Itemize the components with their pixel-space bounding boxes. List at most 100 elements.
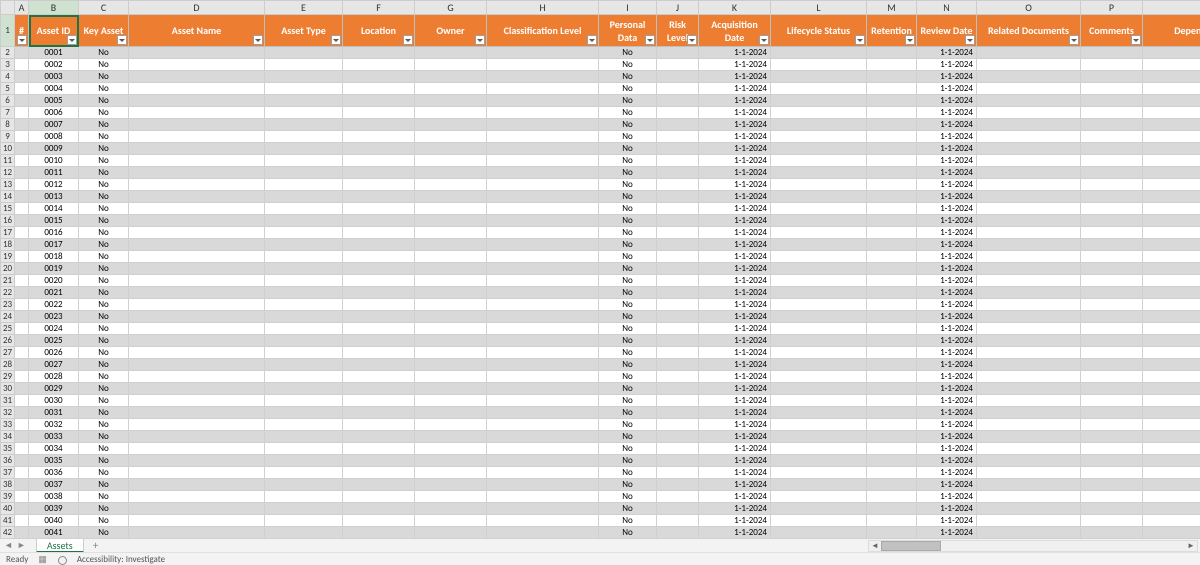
cell[interactable] — [1143, 191, 1200, 203]
cell[interactable] — [343, 191, 415, 203]
cell[interactable] — [15, 395, 29, 407]
cell[interactable] — [1081, 239, 1143, 251]
cell[interactable]: No — [599, 263, 657, 275]
cell[interactable]: 1-1-2024 — [917, 443, 977, 455]
cell[interactable] — [1143, 239, 1200, 251]
cell[interactable] — [771, 47, 867, 59]
cell[interactable] — [771, 287, 867, 299]
cell[interactable] — [487, 59, 599, 71]
cell[interactable]: No — [599, 251, 657, 263]
cell[interactable] — [487, 95, 599, 107]
cell[interactable] — [771, 419, 867, 431]
cell[interactable]: 1-1-2024 — [699, 107, 771, 119]
cell[interactable]: No — [79, 287, 129, 299]
scroll-right-icon[interactable]: ► — [1185, 541, 1197, 551]
cell[interactable] — [1143, 227, 1200, 239]
cell[interactable]: 1-1-2024 — [917, 191, 977, 203]
cell[interactable] — [487, 443, 599, 455]
cell[interactable] — [867, 215, 917, 227]
cell[interactable]: 1-1-2024 — [699, 503, 771, 515]
cell[interactable] — [15, 527, 29, 539]
cell[interactable] — [771, 455, 867, 467]
cell[interactable] — [265, 227, 343, 239]
cell[interactable] — [415, 467, 487, 479]
cell[interactable] — [265, 491, 343, 503]
row-header-4[interactable]: 4 — [1, 71, 15, 83]
cell[interactable] — [15, 203, 29, 215]
cell[interactable]: 1-1-2024 — [699, 383, 771, 395]
cell[interactable] — [657, 71, 699, 83]
cell[interactable] — [771, 479, 867, 491]
cell[interactable] — [15, 179, 29, 191]
cell[interactable] — [415, 227, 487, 239]
cell[interactable] — [977, 467, 1081, 479]
cell[interactable]: No — [79, 191, 129, 203]
cell[interactable] — [771, 527, 867, 539]
cell[interactable] — [343, 131, 415, 143]
cell[interactable] — [343, 203, 415, 215]
cell[interactable] — [487, 47, 599, 59]
cell[interactable] — [1081, 59, 1143, 71]
cell[interactable]: No — [79, 239, 129, 251]
column-header-M[interactable]: M — [867, 1, 917, 15]
cell[interactable] — [771, 515, 867, 527]
cell[interactable]: 1-1-2024 — [917, 527, 977, 539]
cell[interactable]: No — [79, 179, 129, 191]
cell[interactable]: No — [79, 323, 129, 335]
cell[interactable] — [1081, 263, 1143, 275]
cell[interactable] — [1143, 467, 1200, 479]
cell[interactable] — [15, 131, 29, 143]
cell[interactable] — [487, 155, 599, 167]
cell[interactable] — [415, 407, 487, 419]
cell[interactable] — [415, 419, 487, 431]
sheet-nav-prev-icon[interactable]: ◄ — [4, 540, 13, 551]
cell[interactable] — [867, 383, 917, 395]
column-header-E[interactable]: E — [265, 1, 343, 15]
cell[interactable]: No — [599, 527, 657, 539]
cell[interactable] — [343, 251, 415, 263]
cell[interactable] — [657, 467, 699, 479]
cell[interactable] — [657, 407, 699, 419]
cell[interactable] — [1081, 311, 1143, 323]
cell[interactable] — [771, 359, 867, 371]
cell[interactable] — [867, 407, 917, 419]
row-header-31[interactable]: 31 — [1, 395, 15, 407]
cell[interactable] — [657, 287, 699, 299]
cell[interactable]: No — [599, 515, 657, 527]
cell[interactable]: No — [79, 251, 129, 263]
cell[interactable] — [487, 419, 599, 431]
filter-dropdown-icon[interactable] — [855, 35, 865, 45]
cell[interactable]: 1-1-2024 — [917, 263, 977, 275]
cell[interactable] — [1081, 251, 1143, 263]
cell[interactable] — [343, 59, 415, 71]
cell[interactable] — [15, 479, 29, 491]
cell[interactable] — [265, 455, 343, 467]
cell[interactable] — [15, 323, 29, 335]
cell[interactable] — [15, 107, 29, 119]
cell[interactable] — [343, 419, 415, 431]
cell[interactable] — [265, 239, 343, 251]
cell[interactable] — [657, 47, 699, 59]
cell[interactable]: No — [599, 71, 657, 83]
cell[interactable] — [265, 83, 343, 95]
cell[interactable] — [415, 179, 487, 191]
cell[interactable] — [129, 83, 265, 95]
cell[interactable] — [867, 239, 917, 251]
cell[interactable] — [265, 215, 343, 227]
row-header-40[interactable]: 40 — [1, 503, 15, 515]
cell[interactable] — [415, 479, 487, 491]
cell[interactable] — [771, 203, 867, 215]
cell[interactable] — [129, 431, 265, 443]
cell[interactable] — [415, 491, 487, 503]
cell[interactable] — [771, 191, 867, 203]
cell[interactable] — [15, 347, 29, 359]
cell[interactable] — [657, 59, 699, 71]
cell[interactable]: 0032 — [29, 419, 79, 431]
filter-dropdown-icon[interactable] — [117, 35, 127, 45]
cell[interactable] — [977, 191, 1081, 203]
cell[interactable] — [1081, 455, 1143, 467]
row-header-14[interactable]: 14 — [1, 191, 15, 203]
cell[interactable] — [487, 263, 599, 275]
cell[interactable] — [487, 71, 599, 83]
cell[interactable] — [1143, 335, 1200, 347]
